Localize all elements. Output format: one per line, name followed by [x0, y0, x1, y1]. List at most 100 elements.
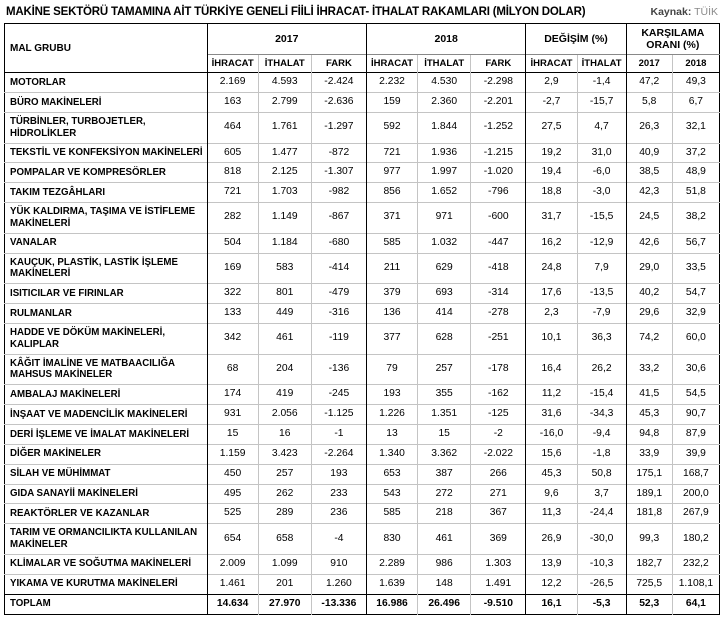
table-row: GIDA SANAYİİ MAKİNELERİ 495 262 233 543 272 27… [4, 483, 720, 504]
row-label: POMPALAR VE KOMPRESÖRLER [4, 162, 208, 183]
value-cell: -1.297 [310, 111, 367, 143]
value-cell: -3,0 [576, 182, 627, 203]
value-cell: 174 [206, 384, 259, 405]
col-header-mal-grubu: MAL GRUBU [10, 42, 71, 54]
value-cell: 371 [365, 202, 418, 234]
value-cell: -162 [470, 384, 526, 405]
value-cell: 2.289 [365, 553, 418, 575]
table-body: MOTORLAR 2.169 4.593 -2.424 2.232 4.530 -2.298… [4, 72, 720, 615]
source-label: Kaynak: [650, 6, 692, 18]
value-cell: -1.252 [470, 111, 526, 143]
row-label: REAKTÖRLER VE KAZANLAR [4, 503, 208, 524]
value-cell: 38,5 [625, 162, 673, 183]
value-cell: 15 [206, 424, 259, 445]
value-cell: 387 [417, 463, 471, 485]
row-label: TEKSTİL VE KONFEKSİYON MAKİNELERİ [4, 142, 208, 163]
value-cell: 24,5 [625, 202, 673, 234]
value-cell: 29,0 [625, 252, 673, 284]
value-cell: -5,3 [576, 593, 627, 615]
value-cell: 40,9 [625, 142, 673, 163]
value-cell: -447 [470, 232, 526, 254]
value-cell: 322 [206, 283, 259, 304]
value-cell: -13.336 [310, 593, 367, 615]
value-cell: -7,9 [576, 303, 627, 324]
value-cell: -2 [470, 424, 526, 445]
table-row: YÜK KALDIRMA, TAŞIMA VE İSTİFLEME MAKİNE… [4, 202, 720, 234]
value-cell: -26,5 [576, 573, 627, 595]
value-cell: 204 [257, 353, 312, 385]
table-row: KAUÇUK, PLASTİK, LASTİK İŞLEME MAKİNELER… [4, 252, 720, 284]
value-cell: 2.360 [417, 91, 471, 113]
col-group-2018: 2018 [365, 23, 526, 55]
value-cell: 133 [206, 303, 259, 324]
value-cell: -119 [310, 322, 367, 355]
value-cell: 450 [206, 463, 259, 485]
value-cell: 977 [365, 162, 418, 183]
value-cell: 9,6 [525, 483, 578, 504]
value-cell: 175,1 [625, 463, 673, 485]
value-cell: 32,1 [671, 111, 720, 143]
value-cell: 1.260 [310, 573, 367, 595]
col-header-ithalat-2018: İTHALAT [417, 54, 471, 73]
value-cell: 45,3 [525, 463, 578, 485]
value-cell: -418 [470, 252, 526, 284]
value-cell: 26,2 [576, 353, 627, 385]
value-cell: 266 [470, 463, 526, 485]
value-cell: 52,3 [625, 593, 673, 615]
value-cell: 193 [365, 384, 418, 405]
value-cell: 461 [417, 523, 471, 555]
row-label: DERİ İŞLEME VE İMALAT MAKİNELERİ [4, 424, 208, 445]
value-cell: -245 [310, 384, 367, 405]
value-cell: 11,3 [525, 503, 578, 524]
value-cell: 1.477 [257, 142, 312, 163]
value-cell: 189,1 [625, 483, 673, 504]
value-cell: 236 [310, 503, 367, 524]
value-cell: 136 [365, 303, 418, 324]
value-cell: 272 [417, 483, 471, 504]
table-row: ISITICILAR VE FIRINLAR 322 801 -479 379 693 -3… [4, 283, 720, 304]
value-cell: 1.099 [257, 553, 312, 575]
value-cell: 50,8 [576, 463, 627, 485]
value-cell: 721 [365, 142, 418, 163]
table-row: TAKIM TEZGÂHLARI 721 1.703 -982 856 1.652 -796… [4, 182, 720, 203]
value-cell: 1.703 [257, 182, 312, 203]
value-cell: 1.639 [365, 573, 418, 595]
table-row: VANALAR 504 1.184 -680 585 1.032 -447 16,2 -12,9… [4, 232, 720, 254]
value-cell: 31,0 [576, 142, 627, 163]
value-cell: -2.298 [470, 72, 526, 93]
value-cell: 5,8 [625, 91, 673, 113]
value-cell: 1.936 [417, 142, 471, 163]
value-cell: -1 [310, 424, 367, 445]
header-group-row: MAL GRUBU 2017 2018 DEĞİŞİM (%) KARŞILAM… [5, 23, 720, 55]
value-cell: 51,8 [671, 182, 720, 203]
value-cell: 87,9 [671, 424, 720, 445]
value-cell: 464 [206, 111, 259, 143]
value-cell: 449 [257, 303, 312, 324]
value-cell: 257 [417, 353, 471, 385]
value-cell: 26.496 [417, 593, 471, 615]
value-cell: 39,9 [671, 443, 720, 465]
value-cell: 68 [206, 353, 259, 385]
value-cell: 818 [206, 162, 259, 183]
value-cell: 15,6 [525, 443, 578, 465]
header-sub-row: İHRACAT İTHALAT FARK İHRACAT İTHALAT FAR… [5, 54, 720, 73]
value-cell: -867 [310, 202, 367, 234]
value-cell: 193 [310, 463, 367, 485]
value-cell: -15,4 [576, 384, 627, 405]
value-cell: -2.264 [310, 443, 367, 465]
table-row: HADDE VE DÖKÜM MAKİNELERİ, KALIPLAR 342 46… [4, 322, 720, 355]
value-cell: 218 [417, 503, 471, 524]
value-cell: 42,6 [625, 232, 673, 254]
value-cell: 180,2 [671, 523, 720, 555]
value-cell: -982 [310, 182, 367, 203]
value-cell: -2.022 [470, 443, 526, 465]
row-label: ISITICILAR VE FIRINLAR [4, 283, 208, 304]
value-cell: 99,3 [625, 523, 673, 555]
value-cell: 4.530 [417, 72, 471, 93]
table-row: YIKAMA VE KURUTMA MAKİNELERİ 1.461 201 1.26… [4, 573, 720, 595]
value-cell: 13 [365, 424, 418, 445]
value-cell: 629 [417, 252, 471, 284]
value-cell: 592 [365, 111, 418, 143]
value-cell: 289 [257, 503, 312, 524]
